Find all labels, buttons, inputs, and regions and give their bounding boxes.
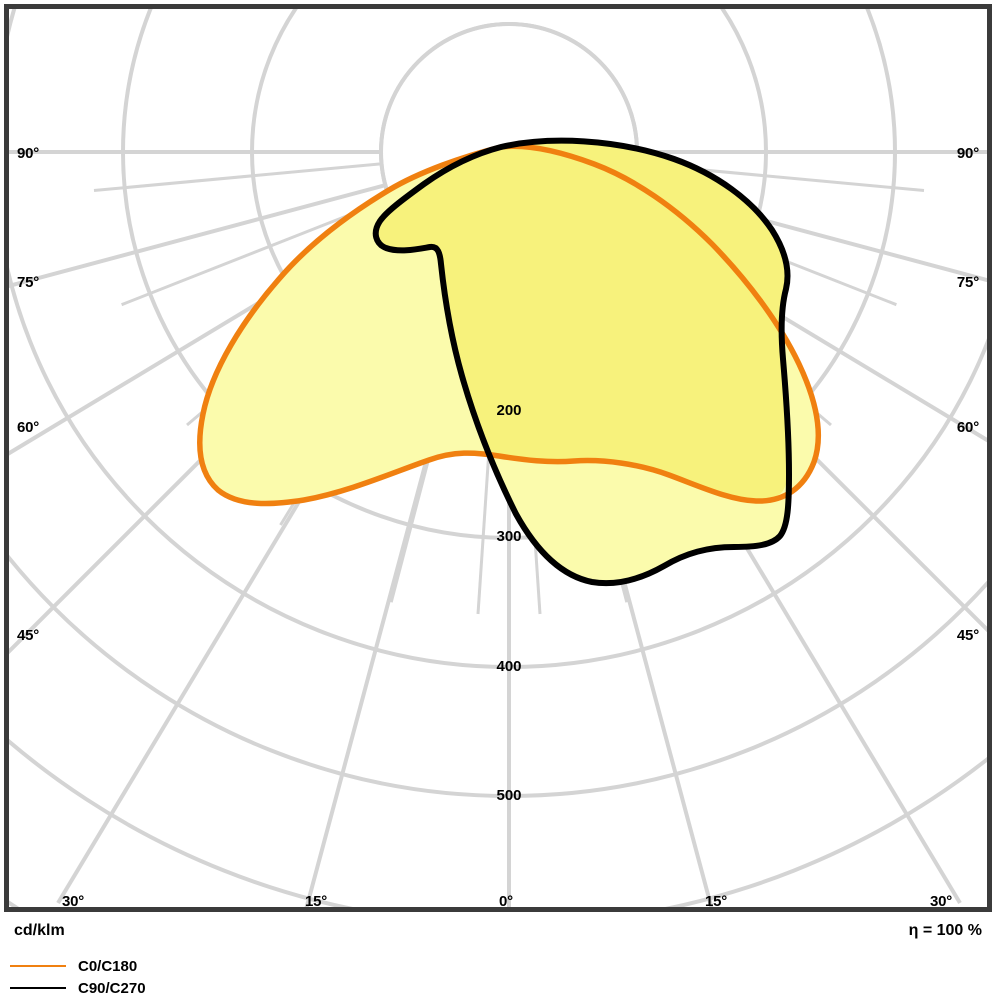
c90-c270-curve — [372, 137, 792, 587]
angle-tick-right-60: 60° — [956, 419, 979, 436]
efficiency-label: η = 100 % — [908, 922, 982, 939]
c0-c180-curve — [197, 143, 822, 507]
angle-tick-bottom-15-right: 15° — [704, 893, 728, 910]
radial-label-300: 300 — [496, 528, 522, 545]
angle-tick-left-75: 75° — [17, 274, 40, 291]
footer-bar: cd/klm η = 100 % — [4, 912, 992, 952]
angle-tick-right-75: 75° — [956, 274, 979, 291]
angle-tick-bottom-15-left: 15° — [304, 893, 328, 910]
angle-tick-right-45: 45° — [956, 627, 979, 644]
legend-label-c90-c270: C90/C270 — [78, 979, 146, 997]
radial-label-500: 500 — [496, 787, 522, 804]
polar-plot — [9, 9, 987, 907]
radial-label-200: 200 — [496, 402, 522, 419]
legend-swatch-c90-c270-icon — [10, 987, 66, 989]
legend-item-c0-c180: C0/C180 — [10, 955, 410, 977]
legend: C0/C180 C90/C270 — [10, 955, 410, 999]
plot-frame: 90° 75° 60° 45° 90° 75° 60° 45° 30° 15° … — [4, 4, 992, 912]
unit-label: cd/klm — [14, 922, 65, 939]
radial-label-400: 400 — [496, 658, 522, 675]
angle-tick-left-45: 45° — [17, 627, 40, 644]
angle-tick-bottom-0: 0° — [499, 893, 513, 910]
angle-tick-right-90: 90° — [956, 145, 979, 162]
angle-tick-bottom-30-left: 30° — [61, 893, 85, 910]
angle-tick-bottom-30-right: 30° — [929, 893, 953, 910]
angle-tick-left-60: 60° — [17, 419, 40, 436]
angle-tick-left-90: 90° — [17, 145, 40, 162]
legend-item-c90-c270: C90/C270 — [10, 977, 410, 999]
legend-label-c0-c180: C0/C180 — [78, 957, 138, 975]
legend-swatch-c0-c180-icon — [10, 965, 66, 967]
overlap-fill — [375, 140, 789, 501]
